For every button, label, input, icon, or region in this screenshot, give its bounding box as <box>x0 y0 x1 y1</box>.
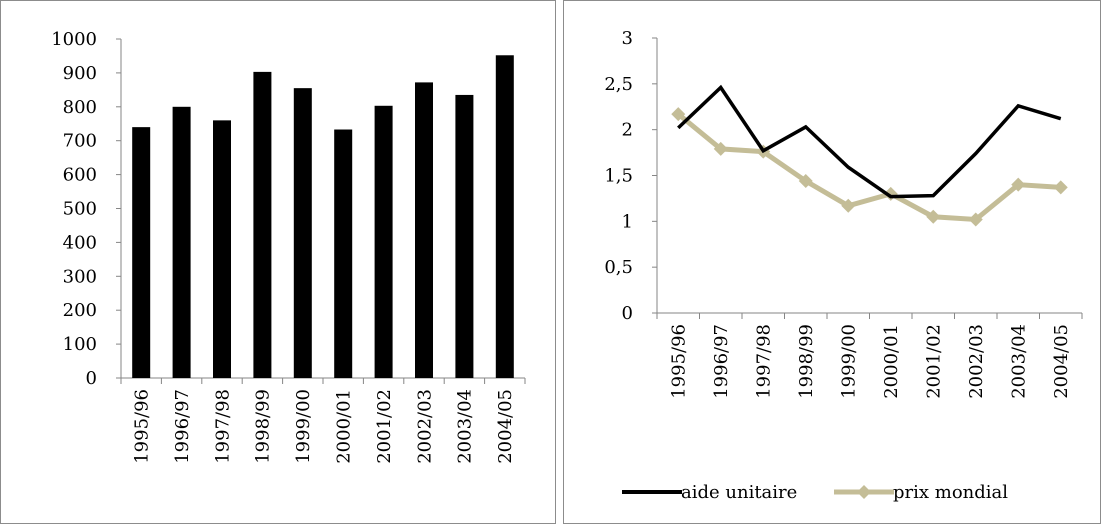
x-tick-label: 2003/04 <box>455 389 476 464</box>
x-tick-label: 1997/98 <box>754 324 775 399</box>
y-tick-label: 400 <box>63 232 97 253</box>
bar <box>415 82 433 378</box>
y-tick-label: 1000 <box>51 29 97 50</box>
data-point-marker <box>841 198 856 213</box>
data-point-marker <box>1053 180 1068 195</box>
bar <box>455 94 474 378</box>
x-tick-label: 2001/02 <box>924 324 945 399</box>
x-tick-label: 2004/05 <box>1051 324 1072 399</box>
bar <box>172 106 191 379</box>
line-chart-panel: 0 0,5 1 1,5 2 2,5 3 1995/96 1996/97 1997/98 1998/9… <box>563 0 1101 524</box>
x-tick-label: 1996/97 <box>172 389 193 464</box>
y-tick-label: 0 <box>622 303 633 324</box>
x-tick-label: 2000/01 <box>334 389 355 464</box>
x-tick-label: 2002/03 <box>414 389 435 464</box>
y-tick-label: 800 <box>63 97 97 118</box>
bar <box>253 71 272 379</box>
y-tick-label: 1 <box>622 211 633 232</box>
y-tick-label: 900 <box>63 63 97 84</box>
y-tick-label: 200 <box>63 300 97 321</box>
x-tick-label: 2002/03 <box>966 324 987 399</box>
y-tick-label: 700 <box>63 131 97 152</box>
y-tick-label: 600 <box>63 165 97 186</box>
bar <box>293 88 312 378</box>
data-point-marker <box>1011 177 1026 192</box>
bar-chart: 0 100 200 300 400 500 600 700 800 900 1000 1995/96 1… <box>51 29 526 464</box>
y-tick-label: 300 <box>63 266 97 287</box>
x-tick-label: 1999/00 <box>839 324 860 399</box>
y-tick-label: 0 <box>86 368 97 389</box>
y-tick-label: 100 <box>63 334 97 355</box>
bar <box>374 105 393 379</box>
data-point-marker <box>671 107 686 122</box>
legend-marker <box>857 485 871 499</box>
x-tick-label: 1999/00 <box>293 389 314 464</box>
bar-chart-panel: 0 100 200 300 400 500 600 700 800 900 1000 1995/96 1… <box>0 0 556 524</box>
y-tick-label: 2 <box>622 120 633 141</box>
series-line-prix-mondial <box>676 112 1061 223</box>
x-tick-label: 1996/97 <box>711 324 732 399</box>
y-tick-label: 3 <box>622 28 633 49</box>
y-tick-label: 1,5 <box>604 166 633 187</box>
bar <box>495 55 514 378</box>
bar <box>334 129 353 378</box>
legend-label: prix mondial <box>893 482 1008 503</box>
x-tick-label: 1995/96 <box>131 389 152 464</box>
data-point-marker <box>926 209 941 224</box>
data-point-marker <box>968 212 983 227</box>
data-point-marker <box>713 141 728 156</box>
x-tick-label: 1998/99 <box>253 389 274 464</box>
x-tick-label: 2004/05 <box>495 389 516 464</box>
y-tick-label: 0,5 <box>604 257 633 278</box>
legend-label: aide unitaire <box>681 482 797 503</box>
x-tick-label: 2003/04 <box>1009 324 1030 399</box>
x-tick-label: 1998/99 <box>796 324 817 399</box>
x-tick-label: 1995/96 <box>669 324 690 399</box>
bar <box>213 120 231 379</box>
x-tick-label: 2001/02 <box>374 389 395 464</box>
line-chart: 0 0,5 1 1,5 2 2,5 3 1995/96 1996/97 1997/98 1998/9… <box>604 28 1083 503</box>
bar <box>132 127 151 378</box>
x-tick-label: 1997/98 <box>212 389 233 464</box>
series-line-aide-unitaire <box>677 84 1062 199</box>
y-tick-label: 500 <box>63 199 97 220</box>
data-point-marker <box>798 174 813 188</box>
y-tick-label: 2,5 <box>604 74 633 95</box>
x-tick-label: 2000/01 <box>881 324 902 399</box>
